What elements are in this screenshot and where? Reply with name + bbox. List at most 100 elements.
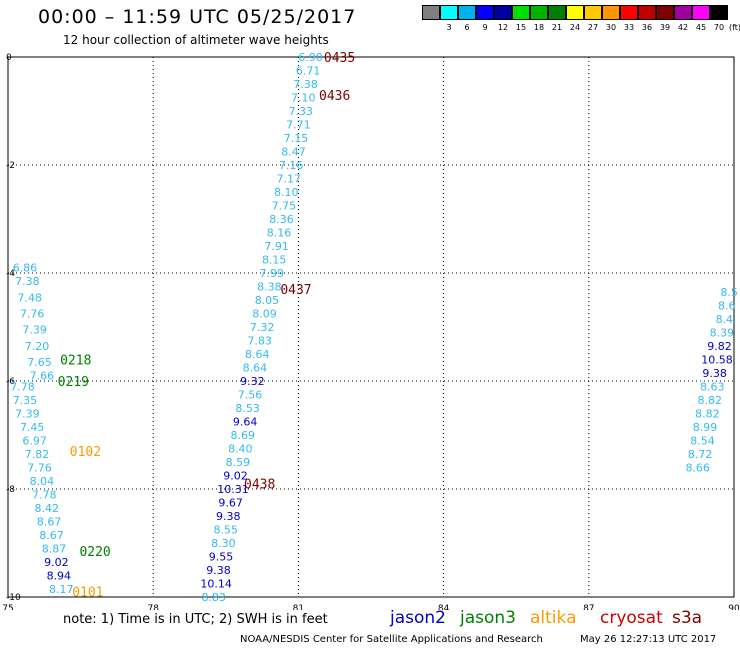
colorbar-swatch — [620, 5, 638, 20]
wave-height-label: 8.53 — [235, 402, 260, 415]
wave-height-label: 7.45 — [20, 421, 45, 434]
wave-height-label: 8.67 — [39, 529, 64, 542]
wave-height-label: 8.05 — [255, 294, 280, 307]
wave-height-label: 8.63 — [700, 380, 725, 393]
wave-height-label: 7.83 — [247, 335, 272, 348]
wave-height-label: 9.02 — [223, 470, 248, 483]
data-points: 6.906.717.387.107.337.717.158.477.167.17… — [10, 51, 738, 604]
wave-height-label: 9.32 — [240, 375, 265, 388]
wave-height-label: 8.94 — [47, 569, 72, 582]
colorbar-swatch — [602, 5, 620, 20]
colorbar-swatch — [548, 5, 566, 20]
time-label: 0437 — [280, 283, 311, 298]
wave-height-label: 7.78 — [10, 380, 35, 393]
wave-height-label: 10.14 — [200, 578, 232, 591]
wave-height-label: 8.39 — [710, 326, 735, 339]
colorbar-label: 24 — [569, 23, 581, 32]
wave-height-label: 7.65 — [27, 356, 52, 369]
wave-height-label: 8.87 — [42, 542, 67, 555]
time-label: 0438 — [244, 478, 275, 493]
wave-height-label: 7.76 — [27, 461, 52, 474]
axis-ticks: 75 78 81 84 87 90 0 -2 -4 -6 -8 -10 — [2, 53, 740, 610]
wave-height-label: 10.31 — [217, 483, 249, 496]
wave-height-label: 8.54 — [690, 434, 715, 447]
mission-label-s3a: s3a — [672, 608, 703, 628]
wave-height-label: 8.83 — [201, 591, 226, 604]
wave-height-label: 8.10 — [274, 186, 299, 199]
mission-label-altika: altika — [530, 608, 577, 628]
wave-height-label: 8.6 — [718, 299, 736, 312]
wave-height-label: 8.55 — [214, 524, 239, 537]
wave-height-label: 7.48 — [18, 291, 43, 304]
time-annotations: 0435 0436 0437 0438 0218 0219 0220 0102 0101 — [58, 51, 356, 601]
colorbar-unit: (ft) — [728, 23, 740, 32]
x-tick-label: 87 — [583, 604, 594, 610]
wave-height-label: 8.72 — [688, 448, 713, 461]
x-tick-label: 84 — [438, 604, 450, 610]
wave-height-label: 8.82 — [698, 394, 723, 407]
wave-height-label: 7.76 — [20, 308, 45, 321]
wave-height-label: 8.69 — [230, 429, 255, 442]
wave-height-label: 8.04 — [30, 475, 55, 488]
colorbar-label: 39 — [659, 23, 671, 32]
colorbar-swatch — [638, 5, 656, 20]
plot-frame — [7, 56, 735, 598]
colorbar-label: 12 — [497, 23, 509, 32]
wave-height-label: 6.90 — [298, 51, 323, 64]
x-tick-label: 75 — [2, 604, 13, 610]
wave-height-label: 9.55 — [209, 551, 234, 564]
time-label: 0220 — [79, 545, 110, 560]
wave-height-label: 8.09 — [252, 308, 277, 321]
wave-height-label: 7.78 — [32, 488, 57, 501]
wave-height-label: 9.64 — [233, 416, 258, 429]
colorbar-swatch — [440, 5, 458, 20]
colorbar-label: 21 — [551, 23, 563, 32]
wave-height-label: 9.02 — [44, 556, 69, 569]
colorbar-label: 70 — [713, 23, 725, 32]
mission-label-jason3: jason3 — [460, 608, 516, 628]
footer-organization: NOAA/NESDIS Center for Satellite Applica… — [240, 634, 543, 645]
wave-height-label: 9.67 — [218, 497, 243, 510]
wave-height-label: 7.82 — [25, 448, 50, 461]
wave-height-label: 8.30 — [211, 537, 236, 550]
wave-height-label: 8.42 — [34, 502, 59, 515]
wave-height-label: 9.82 — [707, 340, 732, 353]
wave-height-label: 7.38 — [293, 78, 318, 91]
wave-height-label: 8.40 — [228, 443, 253, 456]
colorbar-label: 27 — [587, 23, 599, 32]
mission-label-cryosat: cryosat — [600, 608, 663, 628]
wave-height-label: 9.38 — [216, 510, 241, 523]
colorbar-label: 33 — [623, 23, 635, 32]
y-tick-label: -6 — [6, 377, 15, 387]
wave-height-label: 8.64 — [245, 348, 270, 361]
wave-height-label: 7.39 — [22, 324, 47, 337]
colorbar-label: 9 — [482, 23, 488, 32]
colorbar-swatch — [656, 5, 674, 20]
y-tick-label: -2 — [6, 161, 15, 171]
time-label: 0436 — [319, 89, 350, 104]
colorbar-swatch — [584, 5, 602, 20]
wave-height-label: 8.67 — [37, 515, 62, 528]
wave-height-label: 8.15 — [262, 254, 287, 267]
colorbar-swatch — [692, 5, 710, 20]
colorbar-label: 45 — [695, 23, 707, 32]
colorbar-swatch — [422, 5, 440, 20]
wave-height-label: 7.15 — [284, 132, 309, 145]
wave-height-label: 7.56 — [238, 389, 263, 402]
units-note: note: 1) Time is in UTC; 2) SWH is in fe… — [63, 612, 328, 627]
colorbar-swatch — [512, 5, 530, 20]
wave-height-label: 7.66 — [30, 370, 55, 383]
wave-height-label: 8.38 — [257, 281, 282, 294]
wave-height-label: 8.5 — [720, 286, 738, 299]
time-label: 0218 — [60, 353, 91, 368]
wave-height-label: 8.17 — [49, 583, 74, 596]
mission-label-jason2: jason2 — [390, 608, 446, 628]
footer-timestamp: May 26 12:27:13 UTC 2017 — [580, 634, 717, 645]
colorbar-label: 3 — [446, 23, 452, 32]
wave-height-label: 7.75 — [272, 200, 297, 213]
wave-height-label: 8.66 — [685, 461, 710, 474]
x-tick-label: 81 — [293, 604, 304, 610]
wave-height-label: 10.58 — [701, 353, 733, 366]
wave-height-label: 7.10 — [291, 92, 316, 105]
wave-height-label: 7.32 — [250, 321, 275, 334]
